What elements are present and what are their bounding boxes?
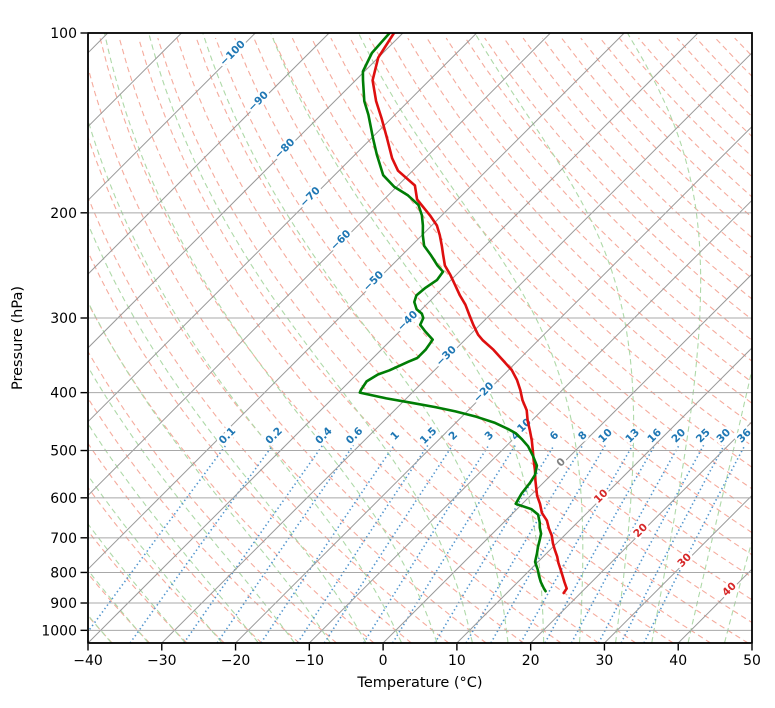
y-tick-label: 900 bbox=[50, 596, 77, 612]
moist-adiabat bbox=[88, 569, 149, 643]
moist-adiabat bbox=[626, 33, 702, 643]
dry-adiabat bbox=[195, 37, 749, 643]
y-tick-label: 500 bbox=[50, 444, 77, 460]
dry-adiabat bbox=[88, 301, 375, 643]
dry-adiabat bbox=[88, 397, 300, 643]
y-tick-label: 300 bbox=[50, 311, 77, 327]
dry-adiabat bbox=[368, 37, 752, 447]
x-tick-label: −20 bbox=[221, 653, 251, 669]
dry-adiabat bbox=[138, 37, 637, 643]
isotherm-line bbox=[161, 52, 752, 643]
mixing-ratio-line bbox=[260, 444, 395, 643]
dry-adiabat bbox=[311, 37, 752, 512]
moist-adiabat bbox=[88, 474, 223, 643]
dry-adiabat bbox=[88, 135, 487, 643]
moist-adiabat bbox=[270, 33, 545, 643]
background-grid bbox=[88, 33, 752, 643]
isotherm-line bbox=[88, 33, 699, 643]
dry-adiabat bbox=[330, 37, 752, 490]
x-tick-label: 0 bbox=[379, 653, 388, 669]
dry-adiabat bbox=[157, 37, 674, 643]
y-tick-label: 1000 bbox=[41, 623, 77, 639]
dry-adiabat bbox=[253, 37, 752, 578]
moist-adiabat bbox=[103, 33, 438, 643]
mixing-ratio-line bbox=[323, 444, 454, 643]
y-tick-label: 100 bbox=[50, 26, 77, 42]
isotherm-line bbox=[530, 420, 752, 643]
isotherm-line bbox=[382, 273, 752, 643]
isotherm-line bbox=[88, 33, 330, 275]
x-tick-label: 20 bbox=[522, 653, 540, 669]
isotherm-line bbox=[88, 33, 404, 349]
dry-adiabat bbox=[388, 37, 752, 426]
dry-adiabat bbox=[349, 37, 752, 468]
dry-adiabat bbox=[407, 37, 752, 404]
dry-adiabat bbox=[88, 572, 150, 643]
moist-adiabat bbox=[357, 33, 584, 643]
dewpoint-curve bbox=[358, 33, 547, 593]
isotherm-line bbox=[456, 347, 752, 643]
moist-adiabat bbox=[474, 33, 635, 643]
dry-adiabat bbox=[503, 37, 752, 300]
isotherm-line bbox=[308, 199, 752, 643]
isotherm-line bbox=[235, 125, 752, 643]
axis-tick-labels: −40 −30 −20 −10 0 10 20 30 40 50 100 200 300 400 500 60… bbox=[41, 26, 761, 669]
dry-adiabat bbox=[118, 37, 599, 643]
moist-adiabat bbox=[148, 33, 473, 643]
mixing-ratio-line bbox=[216, 444, 355, 643]
isotherm-line bbox=[88, 33, 256, 202]
isotherm-line bbox=[88, 33, 625, 570]
plot-border bbox=[87, 32, 753, 644]
isotherm-line bbox=[604, 494, 752, 643]
mixing-ratio-line bbox=[88, 444, 227, 634]
dry-adiabat bbox=[88, 195, 450, 643]
moist-adiabat bbox=[88, 222, 367, 643]
dry-adiabat bbox=[88, 486, 225, 643]
y-tick-label: 400 bbox=[50, 386, 77, 402]
y-tick-label: 200 bbox=[50, 206, 77, 222]
moist-adiabat bbox=[687, 367, 752, 643]
x-tick-label: 30 bbox=[596, 653, 614, 669]
dry-adiabat bbox=[88, 65, 524, 643]
dry-adiabat bbox=[484, 37, 752, 321]
axis-ticks bbox=[80, 32, 753, 651]
mixing-ratio-line bbox=[597, 444, 705, 643]
x-tick-label: 50 bbox=[743, 653, 761, 669]
x-tick-label: 40 bbox=[669, 653, 687, 669]
mixing-ratio-line bbox=[570, 444, 680, 643]
mixing-ratio-line bbox=[129, 444, 274, 643]
mixing-ratio-line bbox=[465, 444, 584, 643]
x-tick-label: −30 bbox=[147, 653, 177, 669]
x-tick-label: 10 bbox=[448, 653, 466, 669]
x-axis-label: Temperature (°C) bbox=[357, 675, 483, 691]
x-tick-label: −40 bbox=[73, 653, 103, 669]
dry-adiabat bbox=[88, 250, 412, 643]
y-tick-label: 800 bbox=[50, 565, 77, 581]
mixing-ratio-line bbox=[434, 444, 555, 643]
y-tick-label: 600 bbox=[50, 491, 77, 507]
temperature-curve bbox=[371, 33, 568, 595]
mixing-ratio-line bbox=[183, 444, 324, 643]
dry-adiabat bbox=[88, 442, 263, 643]
dry-adiabat bbox=[88, 530, 188, 643]
y-tick-label: 700 bbox=[50, 531, 77, 547]
moist-adiabat bbox=[88, 118, 402, 643]
isotherm-line bbox=[88, 33, 478, 423]
y-axis-label: Pressure (hPa) bbox=[10, 285, 26, 391]
isotherm-line bbox=[88, 33, 551, 497]
dry-adiabat bbox=[99, 37, 562, 643]
moist-adiabat bbox=[88, 523, 186, 643]
moist-adiabat bbox=[88, 300, 331, 643]
dry-adiabat bbox=[214, 37, 752, 624]
x-tick-label: −10 bbox=[295, 653, 325, 669]
